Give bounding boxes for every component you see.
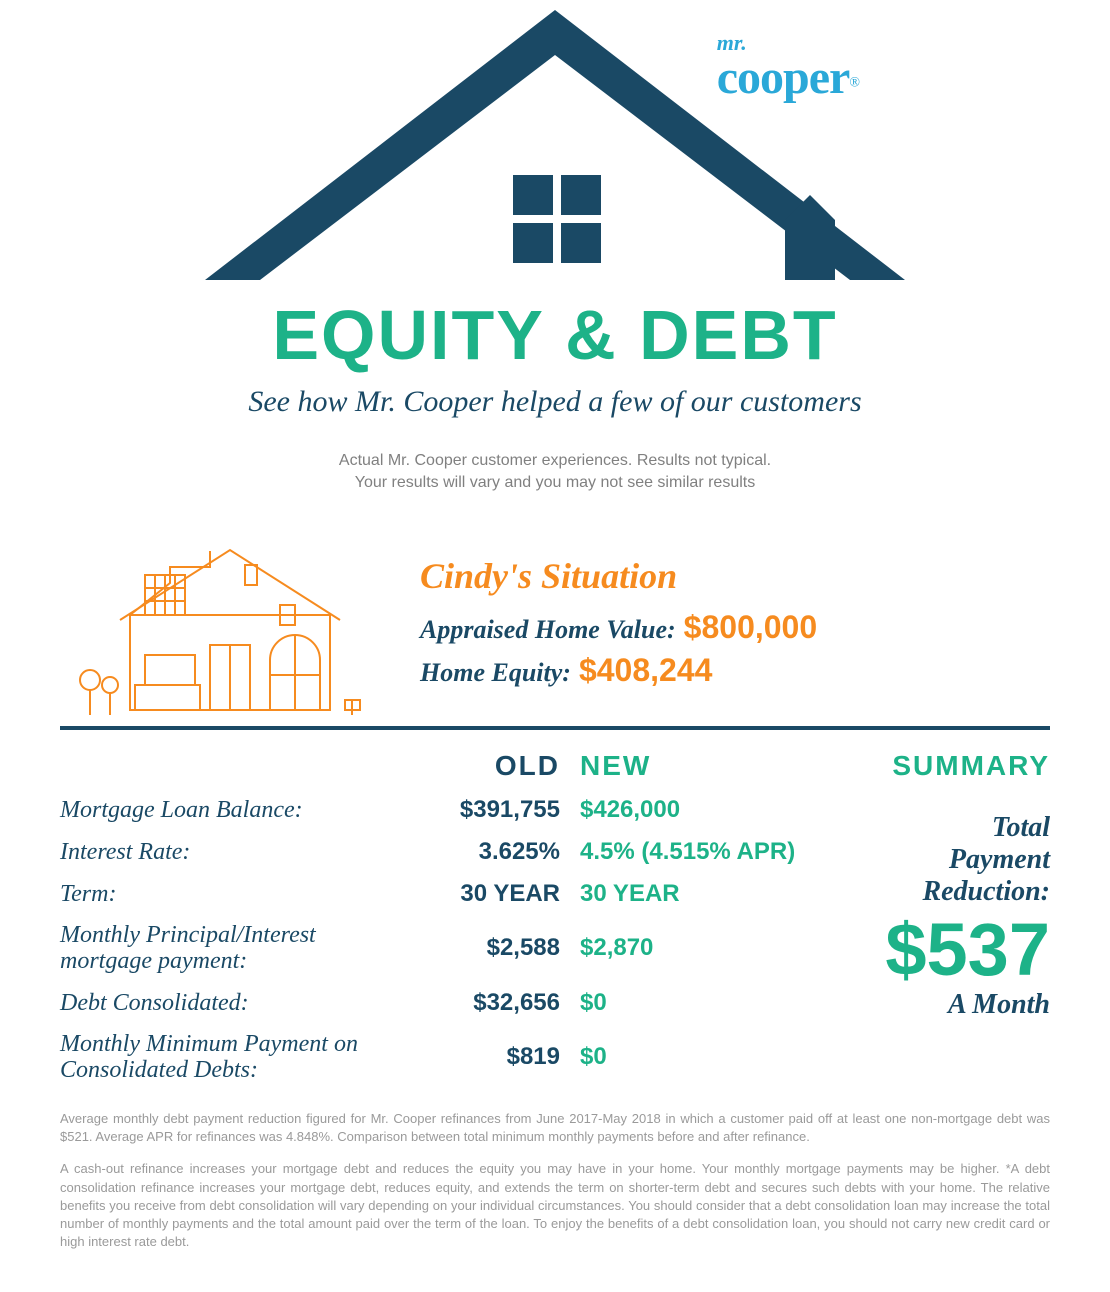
disclaimer-line1: Actual Mr. Cooper customer experiences. … [0, 450, 1110, 472]
footnotes: Average monthly debt payment reduction f… [60, 1110, 1050, 1265]
situation-value: $800,000 [684, 609, 817, 645]
footnote-1: Average monthly debt payment reduction f… [60, 1110, 1050, 1146]
summary-header: SUMMARY [820, 750, 1050, 782]
summary-block: SUMMARY TotalPaymentReduction: $537 A Mo… [820, 750, 1050, 1021]
row-label: Debt Consolidated: [60, 990, 400, 1016]
page-title: EQUITY & DEBT [0, 295, 1110, 375]
table-row: Term:30 YEAR30 YEAR [60, 880, 800, 908]
row-old: $819 [400, 1043, 580, 1071]
logo-reg: ® [849, 76, 860, 91]
subtitle: See how Mr. Cooper helped a few of our c… [0, 385, 1110, 419]
footnote-2: A cash-out refinance increases your mort… [60, 1160, 1050, 1251]
new-header: NEW [580, 750, 800, 782]
row-new: $426,000 [580, 796, 800, 824]
row-new: $0 [580, 989, 800, 1017]
row-label: Monthly Principal/Interest mortgage paym… [60, 922, 400, 975]
row-new: $0 [580, 1043, 800, 1071]
old-header: OLD [400, 750, 580, 782]
row-label: Interest Rate: [60, 839, 400, 865]
top-disclaimer: Actual Mr. Cooper customer experiences. … [0, 450, 1110, 495]
row-old: 30 YEAR [400, 880, 580, 908]
situation-label: Home Equity: [420, 658, 571, 687]
row-old: $32,656 [400, 989, 580, 1017]
table-row: Monthly Minimum Payment on Consolidated … [60, 1031, 800, 1084]
house-line-icon [60, 525, 370, 725]
row-new: $2,870 [580, 934, 800, 962]
row-label: Mortgage Loan Balance: [60, 797, 400, 823]
row-new: 4.5% (4.515% APR) [580, 838, 800, 866]
row-old: $391,755 [400, 796, 580, 824]
situation-row: Home Equity: $408,244 [420, 652, 817, 689]
row-label: Term: [60, 881, 400, 907]
divider [60, 726, 1050, 730]
row-old: $2,588 [400, 934, 580, 962]
situation-block: Cindy's Situation Appraised Home Value: $… [60, 525, 1050, 725]
table-header-row: OLD NEW [60, 750, 800, 782]
comparison-table: OLD NEW Mortgage Loan Balance:$391,755$4… [60, 750, 800, 1098]
table-row: Mortgage Loan Balance:$391,755$426,000 [60, 796, 800, 824]
situation-value: $408,244 [579, 652, 712, 688]
summary-label: TotalPaymentReduction: [820, 812, 1050, 909]
situation-label: Appraised Home Value: [420, 615, 676, 644]
table-row: Interest Rate:3.625%4.5% (4.515% APR) [60, 838, 800, 866]
situation-text: Cindy's Situation Appraised Home Value: $… [420, 555, 817, 695]
table-row: Monthly Principal/Interest mortgage paym… [60, 922, 800, 975]
logo-cooper-line: cooper® [717, 56, 860, 99]
summary-value: $537 [820, 913, 1050, 987]
table-row: Debt Consolidated:$32,656$0 [60, 989, 800, 1017]
summary-unit: A Month [820, 989, 1050, 1021]
disclaimer-line2: Your results will vary and you may not s… [0, 472, 1110, 494]
situation-title: Cindy's Situation [420, 555, 817, 597]
brand-logo: mr. cooper® [717, 30, 860, 99]
header: mr. cooper® EQUITY & DEBT See how Mr. Co… [0, 0, 1110, 500]
row-label: Monthly Minimum Payment on Consolidated … [60, 1031, 400, 1084]
row-new: 30 YEAR [580, 880, 800, 908]
situation-row: Appraised Home Value: $800,000 [420, 609, 817, 646]
logo-cooper: cooper [717, 51, 850, 104]
row-old: 3.625% [400, 838, 580, 866]
